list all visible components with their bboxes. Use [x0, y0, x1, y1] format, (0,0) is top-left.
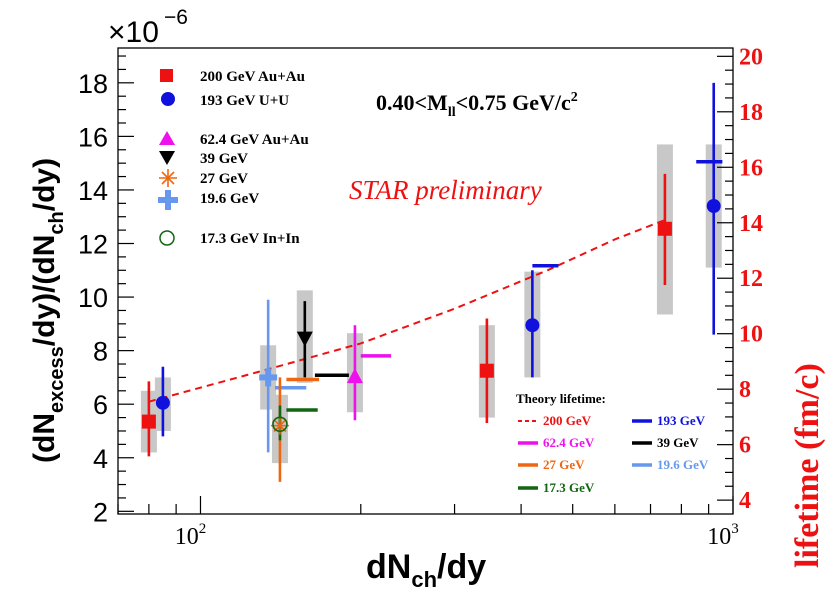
x-axis-label: dNch/dy	[366, 548, 486, 592]
y2-axis-label: lifetime (fm/c)	[789, 363, 826, 568]
theory-legend-label: 27 GeV	[543, 457, 585, 472]
y-tick-label: 10	[78, 283, 108, 313]
theory-legend-label: 19.6 GeV	[657, 457, 709, 472]
y-tick-label: 6	[93, 390, 108, 420]
svg-text:−6: −6	[164, 6, 188, 29]
y-multiplier: ×10 −6	[108, 6, 188, 49]
theory-legend-label: 17.3 GeV	[543, 480, 595, 495]
svg-text:×10: ×10	[108, 16, 159, 49]
legend-marker-asterisk	[159, 169, 177, 187]
legend-marker-open-circle	[159, 230, 175, 246]
point-circle	[525, 318, 540, 333]
cross-bar	[265, 368, 272, 387]
theory-legend-title: Theory lifetime:	[516, 391, 606, 406]
theory-legend-label: 39 GeV	[657, 435, 699, 450]
theory-legend-label: 62.4 GeV	[543, 435, 595, 450]
y-tick-label: 4	[93, 444, 108, 474]
legend-uu193: 193 GeV U+U	[200, 93, 289, 109]
point-circle	[706, 199, 721, 214]
point-triangle-up	[346, 368, 363, 384]
legend-marker-square	[160, 69, 173, 82]
theory-legend-label: 200 GeV	[543, 413, 592, 428]
y-axis-label: (dNexcess/dy)/(dNch/dy)	[28, 158, 68, 463]
legend-au200: 200 GeV Au+Au	[200, 69, 305, 85]
y2-tick-label: 14	[739, 211, 763, 237]
point-square	[141, 414, 156, 429]
star-preliminary: STAR preliminary	[349, 175, 542, 205]
point-triangle-down	[296, 331, 313, 347]
y2-tick-label: 6	[739, 433, 751, 459]
legend-marker-triangle-up	[159, 131, 175, 145]
y-tick-label: 12	[78, 230, 108, 260]
theory-legend: Theory lifetime: 200 GeV 193 GeV 62.4 GeV 3…	[516, 391, 709, 495]
chart-title: 0.40<Mll<0.75 GeV/c2	[376, 90, 578, 120]
y2-tick-label: 10	[739, 322, 763, 348]
y-tick-label: 2	[93, 497, 108, 527]
point-cross	[259, 368, 278, 387]
legend-marker-circle	[161, 92, 175, 106]
y-tick-label: 8	[93, 337, 108, 367]
y2-tick-label: 4	[739, 488, 751, 514]
point-open-circle	[272, 416, 288, 433]
point-square	[657, 221, 672, 236]
y-tick-label: 14	[78, 176, 108, 206]
legend-au62: 62.4 GeV Au+Au	[200, 132, 309, 148]
legend-marker-cross	[158, 190, 178, 210]
x-tick-label: 103	[707, 521, 739, 550]
legend-g196: 19.6 GeV	[200, 191, 259, 207]
y-tick-label: 16	[78, 122, 108, 152]
plot-frame	[117, 47, 734, 515]
y2-tick-label: 20	[739, 44, 763, 70]
y2-tick-label: 18	[739, 100, 763, 126]
y2-tick-label: 12	[739, 266, 763, 292]
legend-g39: 39 GeV	[200, 151, 248, 167]
y2-tick-label: 16	[739, 155, 763, 181]
data-legend: 200 GeV Au+Au 193 GeV U+U 62.4 GeV Au+Au…	[158, 69, 309, 247]
theory-curve-200	[148, 219, 666, 403]
theory-legend-label: 193 GeV	[657, 413, 706, 428]
point-square	[479, 363, 494, 378]
point-circle	[155, 395, 170, 410]
legend-inin: 17.3 GeV In+In	[200, 231, 300, 247]
x-tick-label: 102	[175, 521, 207, 550]
legend-g27: 27 GeV	[200, 171, 248, 187]
legend-marker-triangle-down	[159, 151, 175, 165]
y-tick-label: 18	[78, 69, 108, 99]
y2-tick-label: 8	[739, 377, 751, 403]
